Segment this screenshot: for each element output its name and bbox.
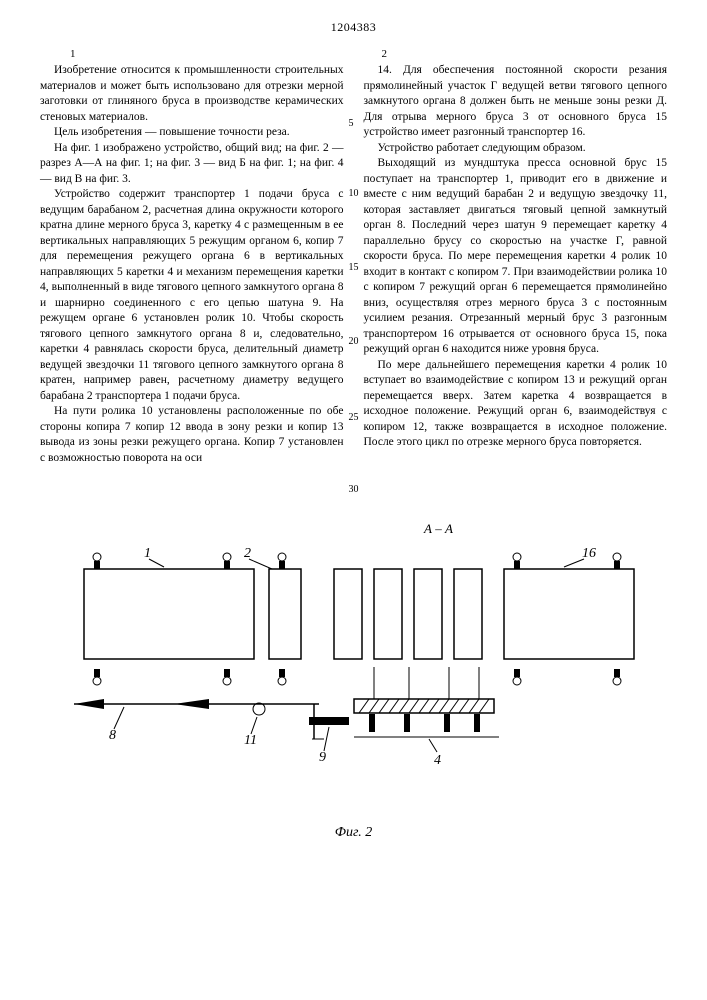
para: На фиг. 1 изображено устройство, общий в… (40, 141, 344, 188)
line-marker: 10 (349, 187, 359, 201)
fig-label: 1 (144, 546, 151, 561)
para: Изобретение относится к промышленности с… (40, 63, 344, 125)
fig-label: 9 (319, 750, 326, 765)
line-marker: 30 (349, 483, 359, 497)
fig-label: 2 (244, 546, 251, 561)
para: Выходящий из мундштука пресса основной б… (364, 156, 668, 358)
page: 1204383 1 2 Изобретение относится к пром… (0, 0, 707, 1000)
fig-label: 16 (582, 546, 596, 561)
figure-caption: Фиг. 2 (40, 825, 667, 841)
doc-number-header: 1204383 (40, 20, 667, 35)
doc-number: 1204383 (331, 20, 377, 35)
fig-label: 8 (109, 728, 116, 743)
figure-svg: 1 2 16 (54, 539, 654, 819)
page-number-right: 2 (382, 48, 388, 60)
page-number-left: 1 (70, 48, 76, 60)
carriage (354, 699, 494, 713)
line-marker: 25 (349, 411, 359, 425)
fig-label: 4 (434, 753, 441, 768)
para: По мере дальнейшего перемещения каретки … (364, 358, 668, 451)
para: Цель изобретения — повышение точности ре… (40, 125, 344, 141)
figure-2: А – А 1 2 16 (40, 521, 667, 841)
section-label: А – А (210, 521, 667, 537)
para: Устройство работает следующим образом. (364, 141, 668, 157)
text-columns: Изобретение относится к промышленности с… (40, 63, 667, 466)
line-marker: 15 (349, 261, 359, 275)
para: На пути ролика 10 установлены расположен… (40, 404, 344, 466)
line-marker: 20 (349, 335, 359, 349)
para: 14. Для обеспечения постоянной скорости … (364, 63, 668, 141)
left-column: Изобретение относится к промышленности с… (40, 63, 344, 466)
right-column: 5 10 15 20 25 30 14. Для обеспечения пос… (364, 63, 668, 466)
fig-label: 11 (244, 733, 257, 748)
para: Устройство содержит транспортер 1 подачи… (40, 187, 344, 404)
line-marker: 5 (349, 117, 354, 131)
